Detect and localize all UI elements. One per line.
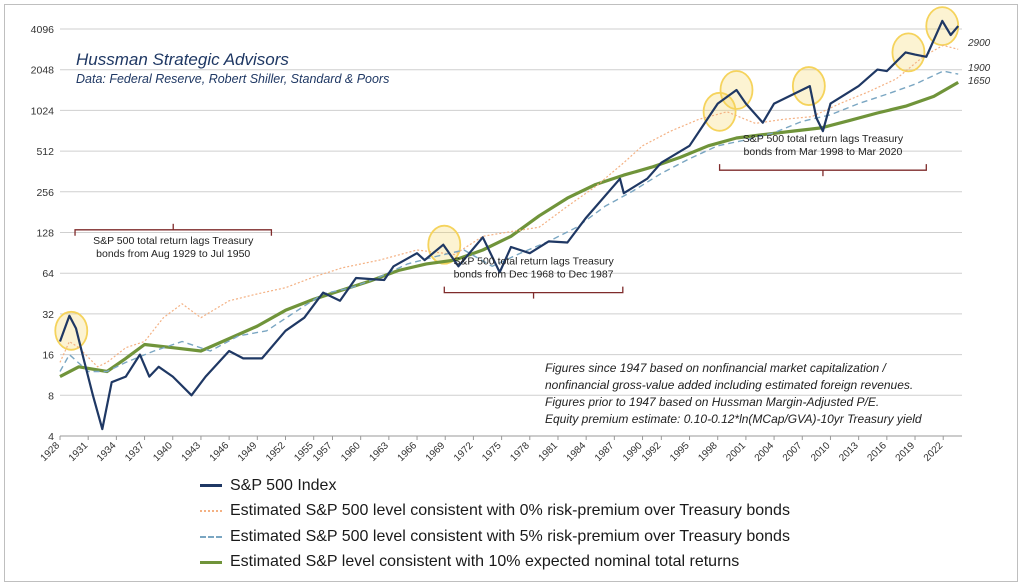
x-tick-label: 1987 [593, 440, 617, 464]
x-tick-label: 1957 [311, 440, 335, 464]
x-tick-label: 1943 [180, 440, 204, 464]
legend-item: Estimated S&P level consistent with 10% … [200, 550, 790, 576]
x-tick-label: 1981 [537, 440, 561, 464]
x-tick-label: 2016 [865, 440, 889, 464]
x-tick-label: 1960 [339, 440, 363, 464]
x-tick-label: 1984 [565, 440, 589, 464]
five-premium-line [59, 70, 959, 373]
x-tick-label: 1963 [367, 440, 391, 464]
legend-label: Estimated S&P level consistent with 10% … [230, 553, 740, 571]
legend-label: Estimated S&P 500 level consistent with … [230, 502, 790, 520]
x-tick-label: 1990 [621, 440, 645, 464]
annotation: S&P 500 total return lags Treasurybonds … [74, 223, 273, 260]
annotation: S&P 500 total return lags Treasurybonds … [443, 256, 624, 299]
x-tick-label: 1998 [696, 440, 720, 464]
annotation-text: bonds from Aug 1929 to Jul 1950 [96, 248, 250, 260]
annotation-text: S&P 500 total return lags Treasury [743, 133, 904, 145]
y-tick-label: 256 [36, 187, 54, 199]
legend-item: Estimated S&P 500 level consistent with … [200, 499, 790, 525]
x-tick-label: 1955 [292, 440, 316, 464]
legend-swatch [200, 510, 222, 513]
annotation-text: S&P 500 total return lags Treasury [93, 235, 254, 247]
ten-pct-line [59, 81, 959, 379]
x-tick-label: 1931 [67, 440, 91, 464]
x-tick-label: 1952 [264, 440, 288, 464]
note-line: Equity premium estimate: 0.10-0.12*ln(MC… [545, 412, 922, 426]
x-tick-label: 2001 [725, 440, 749, 464]
legend-item: S&P 500 Index [200, 473, 790, 499]
x-tick-label: 1975 [480, 440, 504, 464]
annotations: S&P 500 total return lags Treasurybonds … [74, 133, 927, 299]
x-tick-label: 1949 [236, 440, 260, 464]
x-tick-label: 1946 [208, 440, 232, 464]
x-tick-label: 2019 [894, 440, 918, 464]
grid [60, 28, 962, 437]
y-tick-label: 2048 [31, 65, 55, 77]
x-tick-label: 2013 [837, 440, 861, 464]
x-tick-label: 1995 [668, 440, 692, 464]
end-label: 1650 [968, 76, 991, 87]
y-tick-label: 128 [36, 228, 54, 240]
x-tick-label: 1928 [39, 440, 63, 464]
y-tick-label: 4096 [31, 24, 55, 36]
y-tick-label: 1024 [31, 105, 55, 117]
x-tick-label: 1934 [95, 440, 119, 464]
y-tick-label: 8 [48, 390, 54, 402]
highlight-circle [702, 91, 737, 132]
x-tick-label: 1972 [452, 440, 476, 464]
highlight-circle [925, 6, 960, 47]
annotation-text: bonds from Mar 1998 to Mar 2020 [744, 146, 903, 158]
legend-swatch [200, 560, 222, 564]
sp500-line [58, 19, 960, 431]
chart-subtitle: Data: Federal Reserve, Robert Shiller, S… [76, 72, 389, 86]
x-tick-label: 2010 [809, 440, 833, 464]
chart-frame [4, 4, 1018, 582]
annotation-bracket [443, 286, 624, 294]
x-tick-labels: 1928 1931 1934 1937 1940 1943 1946 1949 1952 1955… [39, 436, 946, 464]
annotation: S&P 500 total return lags Treasurybonds … [718, 133, 927, 177]
x-tick-label: 2022 [922, 440, 946, 464]
note-line: Figures since 1947 based on nonfinancial… [545, 361, 888, 375]
y-tick-label: 4 [48, 431, 54, 443]
annotation-bracket [718, 164, 927, 171]
annotation-text: S&P 500 total return lags Treasury [453, 256, 614, 268]
note-line: nonfinancial gross-value added including… [545, 378, 913, 392]
legend-swatch [200, 535, 222, 538]
legend-item: Estimated S&P 500 level consistent with … [200, 524, 790, 550]
y-tick-labels: 4 8 16 32 64 128 256 512 1024 2048 4096 [31, 24, 55, 443]
legend: S&P 500 Index Estimated S&P 500 level con… [200, 473, 790, 575]
x-tick-label: 2004 [753, 440, 777, 464]
x-tick-label: 1992 [640, 440, 664, 464]
x-tick-label: 1969 [424, 440, 448, 464]
end-labels: 2900 1900 1650 [967, 38, 991, 87]
series-lines [58, 19, 960, 431]
x-tick-label: 2007 [781, 440, 805, 464]
y-tick-label: 32 [42, 309, 54, 321]
y-tick-label: 16 [42, 350, 54, 362]
legend-label: Estimated S&P 500 level consistent with … [230, 527, 790, 545]
x-tick-label: 1940 [151, 440, 175, 464]
x-tick-label: 1937 [123, 440, 147, 464]
x-tick-label: 1966 [396, 440, 420, 464]
end-label: 1900 [968, 63, 991, 74]
notes-block: Figures since 1947 based on nonfinancial… [545, 361, 922, 426]
x-tick-label: 1978 [508, 440, 532, 464]
note-line: Figures prior to 1947 based on Hussman M… [545, 395, 879, 409]
annotation-text: bonds from Dec 1968 to Dec 1987 [454, 269, 614, 281]
y-tick-label: 512 [36, 146, 54, 158]
y-tick-label: 64 [42, 268, 54, 280]
legend-label: S&P 500 Index [230, 476, 337, 494]
legend-swatch [200, 484, 222, 488]
end-label: 2900 [967, 38, 991, 49]
chart-title: Hussman Strategic Advisors [76, 50, 289, 69]
